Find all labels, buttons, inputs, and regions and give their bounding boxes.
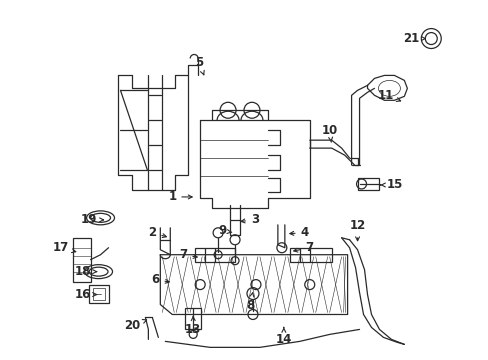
Text: 7: 7 <box>293 241 313 254</box>
Bar <box>92 288 104 300</box>
Bar <box>185 307 201 329</box>
Text: 5: 5 <box>195 56 204 75</box>
Text: 21: 21 <box>403 32 425 45</box>
Text: 9: 9 <box>218 224 231 237</box>
Text: 13: 13 <box>184 317 201 336</box>
Bar <box>73 238 90 282</box>
Text: 3: 3 <box>241 213 259 226</box>
Text: 6: 6 <box>151 273 169 286</box>
Text: 4: 4 <box>289 226 308 239</box>
Text: 18: 18 <box>74 265 97 278</box>
Text: 19: 19 <box>80 213 103 226</box>
Text: 1: 1 <box>168 190 192 203</box>
Text: 8: 8 <box>245 293 254 312</box>
Bar <box>88 285 108 302</box>
Text: 16: 16 <box>74 288 97 301</box>
Bar <box>289 248 331 262</box>
Text: 14: 14 <box>275 327 291 346</box>
Text: 10: 10 <box>321 124 337 142</box>
Bar <box>195 248 235 262</box>
Text: 2: 2 <box>148 226 166 239</box>
Text: 12: 12 <box>349 219 365 241</box>
Text: 11: 11 <box>377 89 400 102</box>
Bar <box>357 178 379 190</box>
Text: 7: 7 <box>179 248 197 261</box>
Text: 15: 15 <box>380 179 402 192</box>
Text: 20: 20 <box>124 319 146 332</box>
Text: 17: 17 <box>53 241 76 254</box>
